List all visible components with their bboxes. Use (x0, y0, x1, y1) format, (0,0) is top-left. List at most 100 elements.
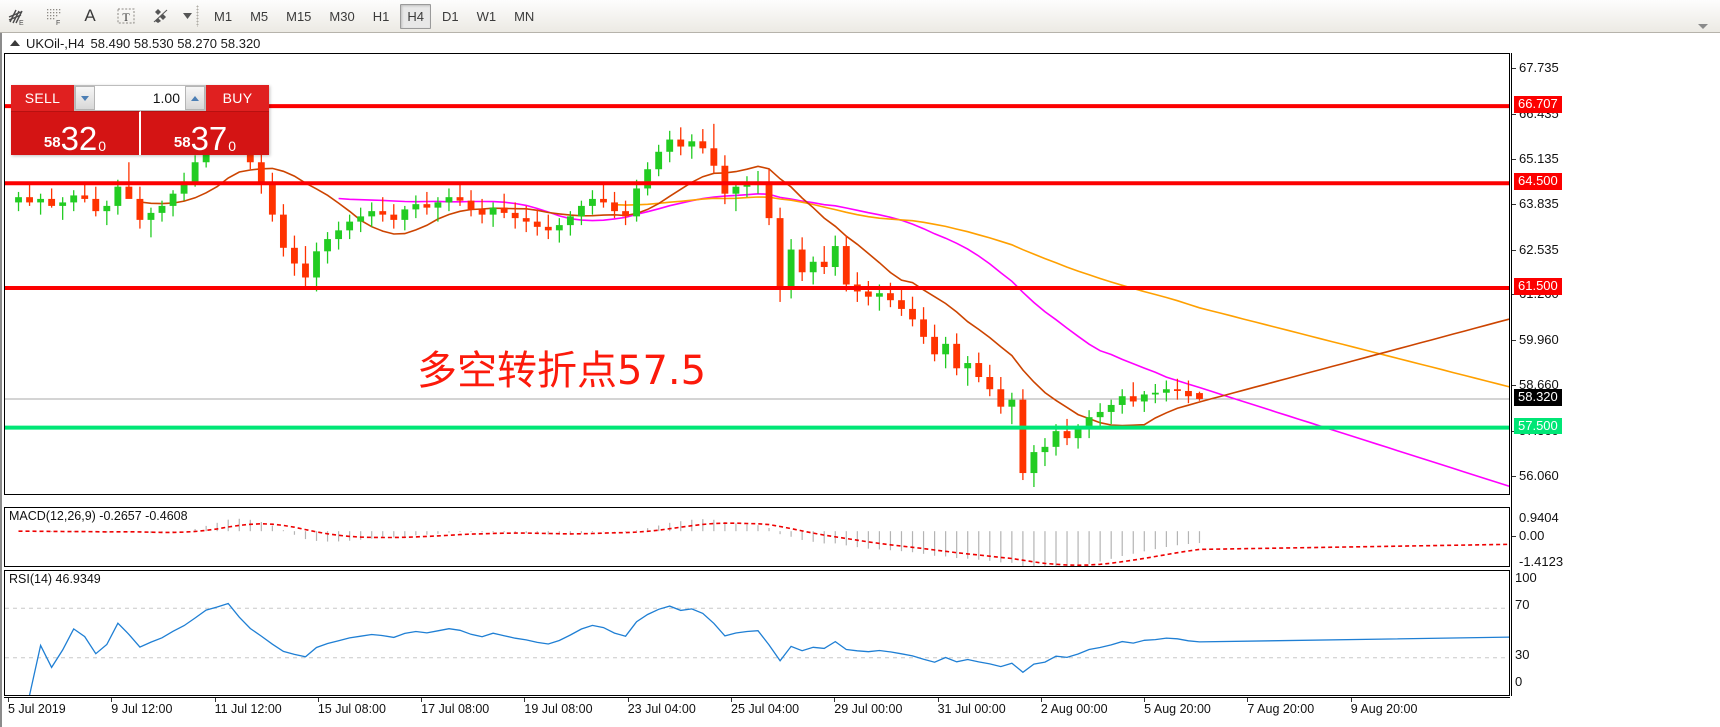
text-tool-icon[interactable]: A (84, 6, 96, 25)
candle-body (257, 162, 265, 185)
price-axis-badge: 64.500 (1514, 173, 1562, 190)
macd-axis-tick: 0.9404 (1519, 510, 1559, 525)
candle-body (831, 246, 839, 268)
candle-body (412, 204, 420, 210)
text-label-icon[interactable]: T (109, 2, 143, 31)
buy-price-display[interactable]: 58 37 0 (141, 111, 269, 155)
toolbar-overflow-arrow[interactable] (1698, 24, 1708, 29)
candle-body (953, 343, 961, 369)
candle-body (1151, 392, 1159, 395)
candle-body (787, 249, 795, 290)
rsi-axis-tick: 30 (1515, 647, 1530, 662)
time-axis-tick (8, 698, 9, 702)
price-axis-badge: 66.707 (1514, 96, 1562, 113)
time-axis-label: 11 Jul 12:00 (214, 702, 282, 716)
volume-increase-button[interactable] (185, 86, 205, 110)
timeframe-button-m30[interactable]: M30 (329, 8, 355, 24)
timeframe-button-w1[interactable]: W1 (476, 8, 497, 24)
candle-body (611, 202, 618, 212)
volume-decrease-button[interactable] (75, 86, 95, 110)
collapse-triangle-icon[interactable] (10, 40, 20, 46)
candle-body (70, 195, 78, 203)
candle-body (423, 204, 431, 208)
rsi-line (28, 602, 1509, 695)
objects-dropdown-caret[interactable] (180, 2, 194, 31)
candle-body (544, 226, 552, 231)
candle-body (401, 209, 409, 220)
time-axis-label: 7 Aug 20:00 (1247, 702, 1315, 716)
time-axis-tick (937, 698, 939, 702)
time-axis-tick (834, 698, 836, 702)
price-axis[interactable]: 67.73566.43565.13563.83562.53561.26059.9… (1511, 53, 1720, 696)
main-toolbar: E F A (0, 0, 1720, 33)
candle-body (931, 336, 939, 355)
candle-body (942, 343, 950, 355)
price-axis-badge: 61.500 (1514, 277, 1562, 295)
time-axis[interactable]: 5 Jul 2019 9 Jul 12:00 11 Jul 12:00 15 Jul … (4, 697, 1510, 727)
chart-ohlc-label: 58.490 58.530 58.270 58.320 (90, 35, 261, 51)
timeframe-button-m15[interactable]: M15 (286, 8, 312, 24)
candle-body (986, 377, 994, 390)
timeframe-button-d1[interactable]: D1 (441, 8, 459, 24)
candle-body (335, 230, 343, 240)
timeframe-button-mn[interactable]: MN (514, 8, 535, 24)
candle-body (533, 221, 541, 227)
svg-text:T: T (122, 10, 130, 24)
volume-input[interactable]: 1.00 (95, 86, 185, 110)
candle-body (688, 141, 696, 147)
ma-orange (614, 196, 1509, 388)
sell-price-sup: 0 (98, 138, 107, 154)
candle-body (655, 151, 663, 170)
macd-chart-svg (18, 518, 1509, 566)
price-axis-tick: 59.960 (1512, 333, 1559, 346)
candle-body (1129, 396, 1137, 402)
volume-stepper[interactable]: 1.00 (74, 85, 206, 111)
candle-body (291, 247, 298, 264)
buy-button[interactable]: BUY (206, 85, 269, 111)
objects-icon[interactable] (145, 2, 179, 31)
timeframe-button-h1[interactable]: H1 (372, 8, 390, 24)
price-axis-tick: 58.660 (1512, 378, 1559, 391)
time-axis-tick (214, 698, 216, 702)
toolbar-drag-handle[interactable] (196, 5, 199, 27)
time-axis-tick (111, 698, 113, 702)
candle-body (136, 198, 144, 220)
timeframe-button-m1[interactable]: M1 (214, 8, 233, 24)
sell-button[interactable]: SELL (11, 85, 74, 111)
candle-body (158, 205, 166, 213)
timeframe-button-m5[interactable]: M5 (250, 8, 269, 24)
crosshair-grid-icon[interactable]: F (37, 2, 71, 31)
chart-window: UKOil-,H4 58.490 58.530 58.270 58.320 MA… (0, 33, 1720, 727)
sell-price-display[interactable]: 58 32 0 (11, 111, 141, 155)
time-axis-label: 17 Jul 08:00 (421, 702, 490, 716)
time-axis-tick (1144, 698, 1146, 702)
candle-body (1118, 396, 1126, 405)
rsi-axis-tick: 100 (1515, 570, 1537, 585)
candle-body (357, 216, 365, 222)
time-axis-label: 9 Aug 20:00 (1350, 702, 1418, 716)
candle-body (191, 162, 199, 182)
candle-body (279, 214, 287, 248)
time-axis-tick (421, 698, 423, 702)
rsi-label: RSI(14) 46.9349 (9, 572, 101, 586)
candle-body (721, 165, 729, 194)
trade-panel-prices-row: 58 32 0 58 37 0 (11, 111, 269, 155)
candle-body (59, 202, 67, 206)
candle-body (346, 221, 354, 231)
macd-axis-tick: 0.00 (1512, 529, 1544, 542)
indicators-icon[interactable]: E (1, 2, 35, 31)
chart-annotation-text[interactable]: 多空转折点57.5 (417, 348, 707, 394)
time-axis-label: 5 Aug 20:00 (1144, 702, 1211, 716)
one-click-trading-panel[interactable]: SELL 1.00 BUY 58 32 0 58 37 0 (11, 85, 269, 155)
time-axis-tick (1040, 698, 1042, 702)
macd-pane[interactable]: MACD(12,26,9) -0.2657 -0.4608 (4, 507, 1510, 567)
candle-body (92, 198, 100, 212)
timeframe-button-h4[interactable]: H4 (400, 3, 431, 29)
timeframe-group: M1 M5 M15 M30 H1 H4 D1 W1 MN (205, 3, 543, 29)
candle-body (776, 218, 784, 290)
time-axis-label: 19 Jul 08:00 (524, 702, 593, 716)
candle-body (1063, 431, 1071, 439)
rsi-pane[interactable]: RSI(14) 46.9349 (4, 570, 1510, 696)
candle-body (500, 207, 508, 213)
candle-body (920, 319, 927, 337)
